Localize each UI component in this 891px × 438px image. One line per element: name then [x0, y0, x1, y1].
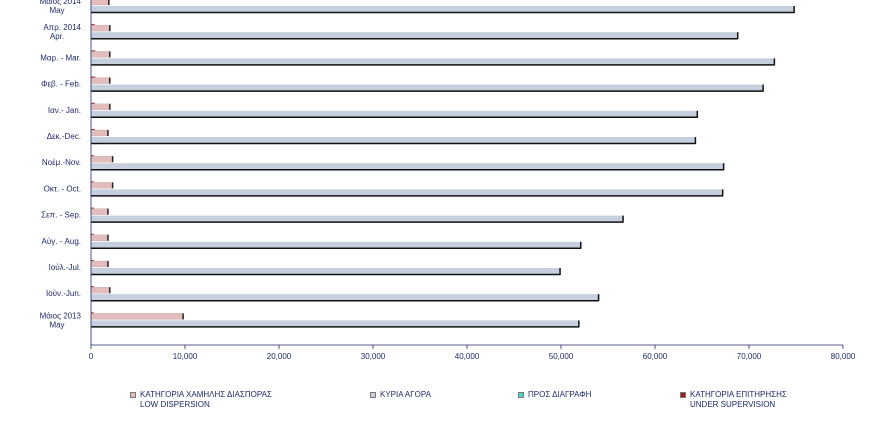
- category-label: Ιαν.- Jan.: [48, 106, 81, 115]
- bar-main-market: [91, 241, 581, 248]
- category-label: Μάιος 2014 May: [40, 0, 82, 15]
- legend-label-for-deletion: ΠΡΟΣ ΔΙΑΓΡΑΦΗ: [528, 390, 591, 400]
- category-label: Δεκ.-Dec.: [47, 132, 81, 141]
- bar-low-dispersion: [90, 287, 110, 294]
- legend-swatch-main-market: [370, 392, 376, 398]
- legend-label-line1: ΚΑΤΗΓΟΡΙΑ ΕΠΙΤΗΡΗΣΗΣ: [690, 390, 787, 399]
- category-label: Σεπ. - Sep.: [41, 211, 81, 220]
- x-tick-label: 30,000: [361, 352, 386, 361]
- bar-low-dispersion: [90, 313, 184, 320]
- bar-main-market: [91, 137, 696, 143]
- legend-label-line1: ΠΡΟΣ ΔΙΑΓΡΑΦΗ: [528, 390, 592, 399]
- x-tick-label: 20,000: [267, 352, 292, 361]
- category-label: Μάιος 2013 May: [40, 311, 82, 329]
- legend-label-line2: UNDER SUPERVISION: [690, 400, 776, 409]
- bar-low-dispersion: [90, 260, 109, 268]
- category-label: Οκτ. - Oct.: [44, 184, 81, 193]
- bar-low-dispersion: [90, 208, 109, 215]
- category-label: Μαρ. - Mar.: [40, 53, 81, 62]
- legend-item-main-market: ΚΥΡΙΑ ΑΓΟΡΑ: [370, 390, 431, 400]
- legend-label-low-dispersion: ΚΑΤΗΓΟΡΙΑ ΧΑΜΗΛΗΣ ΔΙΑΣΠΟΡΑΣ LOW DISPERSI…: [140, 390, 272, 410]
- legend-label-under-supervision: ΚΑΤΗΓΟΡΙΑ ΕΠΙΤΗΡΗΣΗΣ UNDER SUPERVISION: [690, 390, 787, 410]
- category-label: Φεβ. - Feb.: [41, 80, 81, 89]
- bar-low-dispersion: [90, 156, 113, 163]
- bar-low-dispersion: [90, 234, 109, 241]
- bar-low-dispersion: [90, 0, 110, 6]
- bar-low-dispersion: [90, 129, 109, 137]
- category-label: Ιούλ.-Jul.: [49, 263, 81, 272]
- bar-low-dispersion: [90, 182, 113, 189]
- bar-main-market: [91, 6, 795, 12]
- bar-low-dispersion: [90, 51, 110, 58]
- bar-main-market: [91, 110, 698, 117]
- x-tick-label: 50,000: [549, 352, 574, 361]
- x-tick-label: 80,000: [831, 352, 856, 361]
- category-label: Αύγ. - Aug.: [42, 237, 82, 246]
- legend-item-under-supervision: ΚΑΤΗΓΟΡΙΑ ΕΠΙΤΗΡΗΣΗΣ UNDER SUPERVISION: [680, 390, 787, 410]
- x-tick-label: 10,000: [173, 352, 198, 361]
- legend-item-low-dispersion: ΚΑΤΗΓΟΡΙΑ ΧΑΜΗΛΗΣ ΔΙΑΣΠΟΡΑΣ LOW DISPERSI…: [130, 390, 272, 410]
- category-label: Ιούν.-Jun.: [46, 289, 81, 298]
- legend-label-main-market: ΚΥΡΙΑ ΑΓΟΡΑ: [380, 390, 431, 400]
- x-tick-label: 70,000: [737, 352, 762, 361]
- bar-main-market: [91, 32, 738, 39]
- chart-legend: ΚΑΤΗΓΟΡΙΑ ΧΑΜΗΛΗΣ ΔΙΑΣΠΟΡΑΣ LOW DISPERSI…: [0, 390, 891, 430]
- bar-main-market: [91, 294, 599, 301]
- bar-main-market: [91, 84, 764, 91]
- bar-main-market: [91, 58, 775, 65]
- category-label: Απρ. 2014 Apr.: [43, 23, 81, 41]
- legend-swatch-under-supervision: [680, 392, 686, 398]
- category-label: Νοέμ.-Nov.: [42, 158, 81, 167]
- bar-low-dispersion: [90, 25, 110, 32]
- legend-label-line2: LOW DISPERSION: [140, 400, 210, 409]
- x-tick-label: 0: [89, 352, 94, 361]
- x-tick-label: 60,000: [643, 352, 668, 361]
- legend-swatch-for-deletion: [518, 392, 524, 398]
- legend-label-line1: ΚΑΤΗΓΟΡΙΑ ΧΑΜΗΛΗΣ ΔΙΑΣΠΟΡΑΣ: [140, 390, 272, 399]
- bar-main-market: [91, 268, 561, 274]
- legend-swatch-low-dispersion: [130, 392, 136, 398]
- legend-item-for-deletion: ΠΡΟΣ ΔΙΑΓΡΑΦΗ: [518, 390, 591, 400]
- bar-low-dispersion: [90, 77, 110, 84]
- bar-main-market: [91, 320, 579, 327]
- bar-low-dispersion: [90, 103, 110, 110]
- x-tick-label: 40,000: [455, 352, 480, 361]
- bar-main-market: [91, 163, 724, 170]
- bar-main-market: [91, 189, 723, 196]
- bar-chart: Μάιος 2014 May Απρ. 2014 Apr. Μαρ. - Mar. Φεβ…: [40, 0, 856, 361]
- bar-main-market: [91, 215, 624, 222]
- legend-label-line1: ΚΥΡΙΑ ΑΓΟΡΑ: [380, 390, 431, 399]
